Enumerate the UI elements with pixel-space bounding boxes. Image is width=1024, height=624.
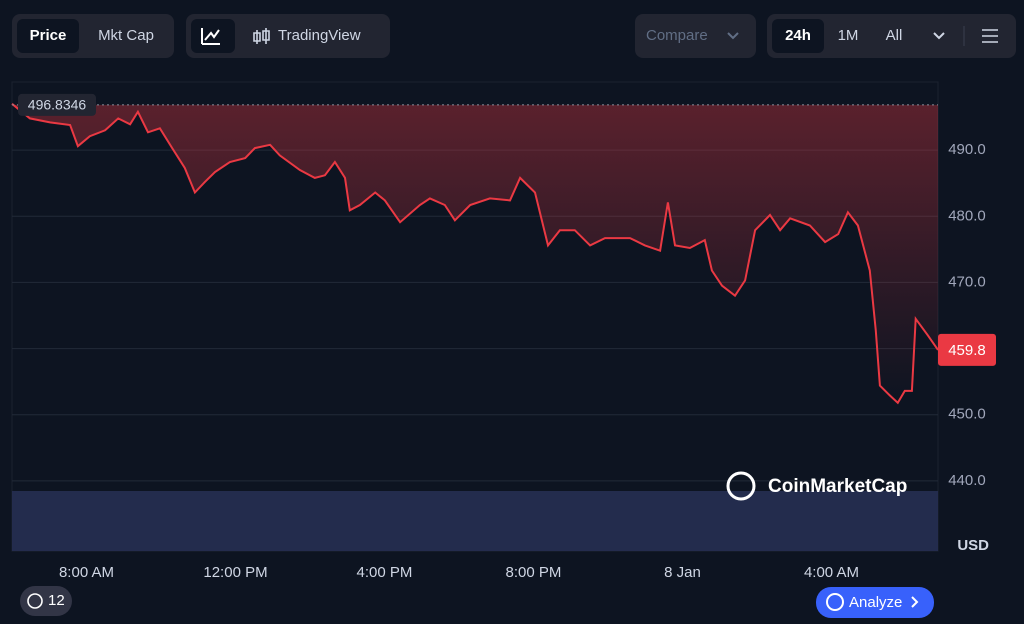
currency: USD bbox=[957, 537, 989, 554]
mkt-cap-button[interactable]: Mkt Cap bbox=[98, 27, 154, 44]
x-tick-label: 12:00 PM bbox=[203, 564, 267, 581]
price-button[interactable] bbox=[17, 19, 79, 53]
price-line bbox=[11, 103, 939, 405]
chevron bbox=[727, 32, 739, 40]
line-icon bbox=[201, 28, 220, 45]
y-tick-label: 480.0 bbox=[948, 207, 986, 224]
settings-icon[interactable] bbox=[982, 29, 998, 43]
high-label: 496.8346 bbox=[28, 97, 87, 113]
chevron bbox=[911, 596, 919, 608]
compare-label[interactable]: Compare bbox=[646, 27, 708, 44]
volume-band bbox=[12, 491, 938, 551]
chevron bbox=[933, 32, 945, 40]
history-count[interactable]: 12 bbox=[48, 592, 65, 609]
x-tick-label: 8 Jan bbox=[664, 564, 701, 581]
analyze-icon bbox=[826, 593, 844, 611]
compare-button[interactable] bbox=[635, 14, 756, 58]
chart-type-group bbox=[186, 14, 390, 58]
high-badge bbox=[18, 93, 96, 116]
candle-icon bbox=[253, 28, 270, 44]
price-label[interactable]: Price bbox=[30, 27, 67, 44]
y-tick-label: 450.0 bbox=[948, 406, 986, 423]
plot: 496.8346 bbox=[11, 93, 939, 482]
watermark-logo bbox=[726, 471, 756, 501]
current-price-badge bbox=[938, 333, 996, 366]
x-tick-label: 8:00 PM bbox=[506, 564, 562, 581]
y-tick-label: 440.0 bbox=[948, 472, 986, 489]
history-icon bbox=[27, 593, 43, 609]
range-group bbox=[767, 14, 1016, 58]
current-price: 459.8 bbox=[948, 342, 986, 359]
range-1m[interactable]: 1M bbox=[838, 27, 859, 44]
analyze-label[interactable]: Analyze bbox=[849, 594, 902, 611]
x-tick-label: 4:00 PM bbox=[357, 564, 413, 581]
x-tick-label: 4:00 AM bbox=[804, 564, 859, 581]
analyze-button[interactable] bbox=[816, 587, 934, 618]
price-area bbox=[12, 103, 938, 403]
y-tick-label: 470.0 bbox=[948, 273, 986, 290]
tradingview-button[interactable]: TradingView bbox=[278, 27, 361, 44]
range-all[interactable]: All bbox=[886, 27, 903, 44]
range-24h-button[interactable] bbox=[772, 19, 824, 53]
x-tick-label: 8:00 AM bbox=[59, 564, 114, 581]
y-tick-label: 490.0 bbox=[948, 141, 986, 158]
watermark: CoinMarketCap bbox=[768, 476, 907, 497]
range-24h[interactable]: 24h bbox=[785, 27, 811, 44]
